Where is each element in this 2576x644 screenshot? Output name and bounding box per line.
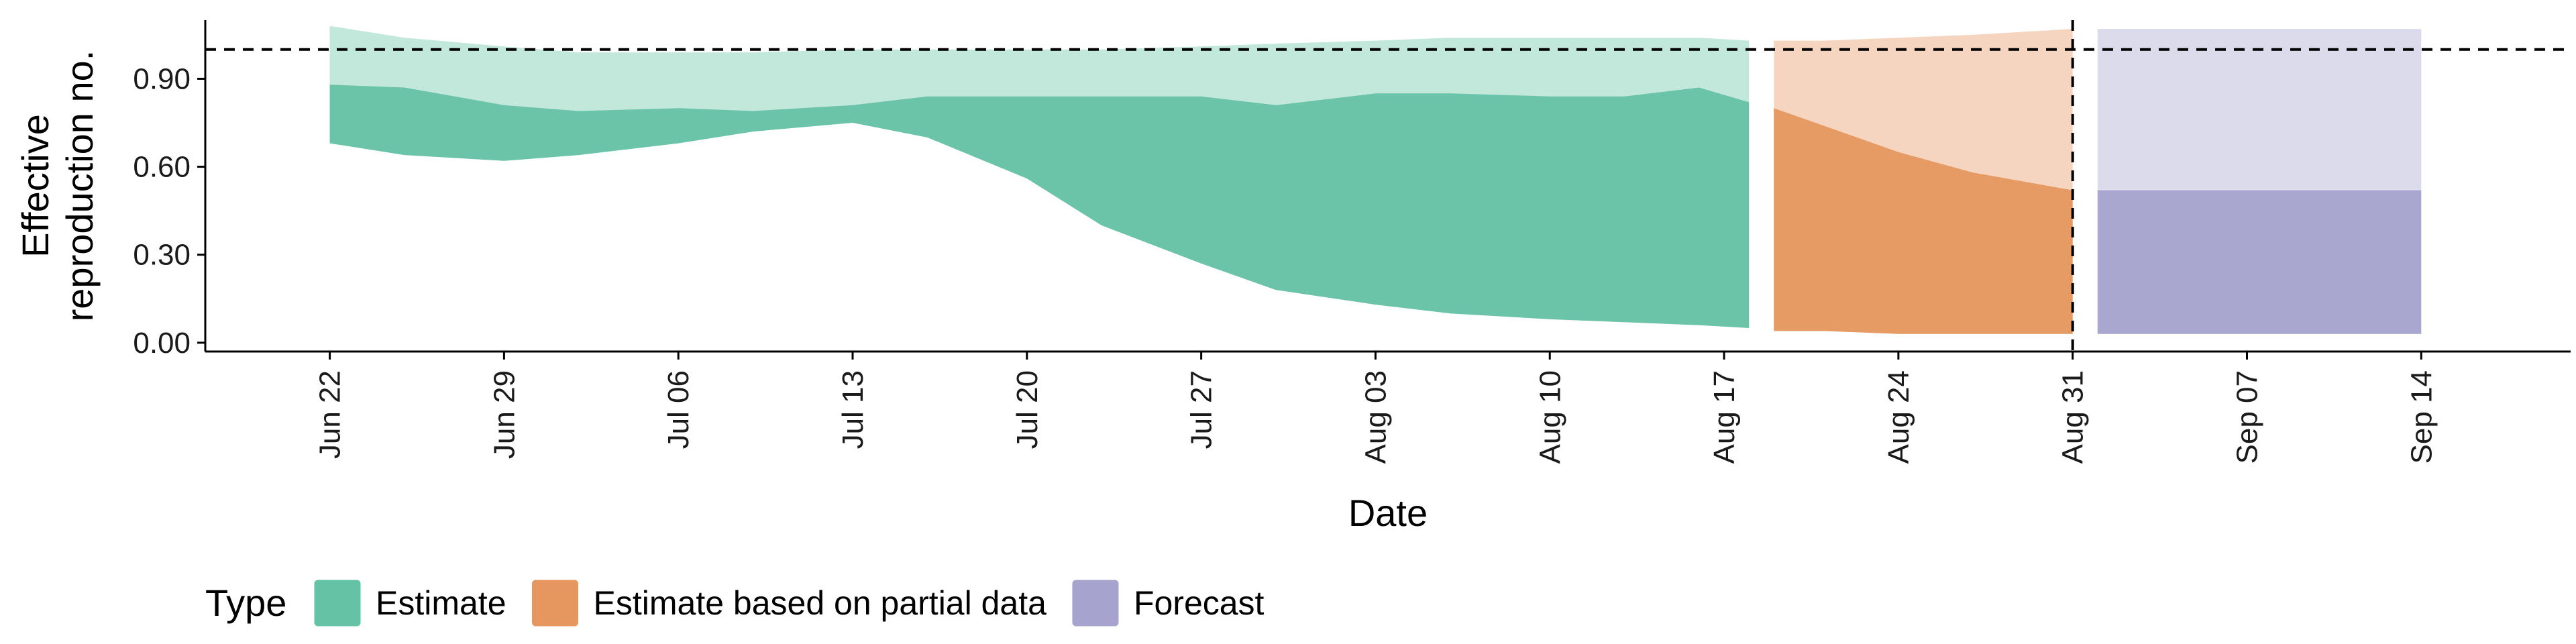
y-tick-label: 0.00 — [133, 327, 191, 360]
x-tick-label: Sep 07 — [2231, 370, 2263, 464]
x-tick-label: Aug 24 — [1882, 370, 1915, 464]
legend-swatch-forecast — [1072, 580, 1119, 627]
band-inner-estimate-based-on-partial-data — [1774, 108, 2073, 334]
x-tick-label: Jul 06 — [662, 370, 695, 449]
legend-title: Type — [205, 582, 286, 624]
x-tick-label: Aug 31 — [2057, 370, 2090, 464]
legend-label-estimate: Estimate — [376, 584, 506, 622]
x-tick-label: Jun 22 — [314, 370, 347, 459]
series-estimate-based-on-partial-data — [1774, 29, 2073, 334]
y-tick-label: 0.30 — [133, 239, 191, 272]
legend-label-forecast: Forecast — [1134, 584, 1265, 622]
x-tick-label: Aug 03 — [1359, 370, 1392, 464]
legend-item-forecast: Forecast — [1072, 580, 1265, 627]
y-ticks: 0.00 0.30 0.60 0.90 — [133, 62, 205, 360]
x-tick-label: Jul 13 — [837, 370, 869, 449]
x-tick-label: Jul 20 — [1011, 370, 1044, 449]
band-inner-forecast — [2097, 190, 2422, 334]
y-axis-title-line-1: Effective — [14, 114, 56, 258]
series-bands — [329, 25, 2422, 334]
legend-item-estimate: Estimate — [314, 580, 506, 627]
x-axis-title: Date — [1348, 492, 1428, 534]
y-axis-title: Effective reproduction no. — [14, 50, 101, 322]
x-ticks: Jun 22 Jun 29 Jul 06 Jul 13 Jul 20 Jul 27 Aug … — [314, 352, 2438, 464]
y-tick-label: 0.60 — [133, 151, 191, 184]
legend-label-estimate-based-on-partial-data: Estimate based on partial data — [594, 584, 1047, 622]
y-tick-label: 0.90 — [133, 62, 191, 95]
x-tick-label: Aug 17 — [1708, 370, 1741, 464]
x-tick-label: Jun 29 — [488, 370, 521, 459]
band-inner-estimate — [329, 85, 1750, 328]
x-tick-label: Jul 27 — [1185, 370, 1218, 449]
legend-swatch-estimate — [314, 580, 361, 627]
x-tick-label: Aug 10 — [1534, 370, 1566, 464]
x-tick-label: Sep 14 — [2405, 370, 2438, 464]
legend-swatch-estimate-based-on-partial-data — [532, 580, 579, 627]
series-estimate — [329, 25, 1750, 328]
series-forecast — [2097, 29, 2422, 334]
y-axis-title-line-2: reproduction no. — [58, 50, 101, 322]
legend: Type Estimate Estimate based on partial d… — [205, 580, 1265, 627]
axes — [204, 20, 2571, 353]
legend-item-estimate-based-on-partial-data: Estimate based on partial data — [532, 580, 1047, 627]
